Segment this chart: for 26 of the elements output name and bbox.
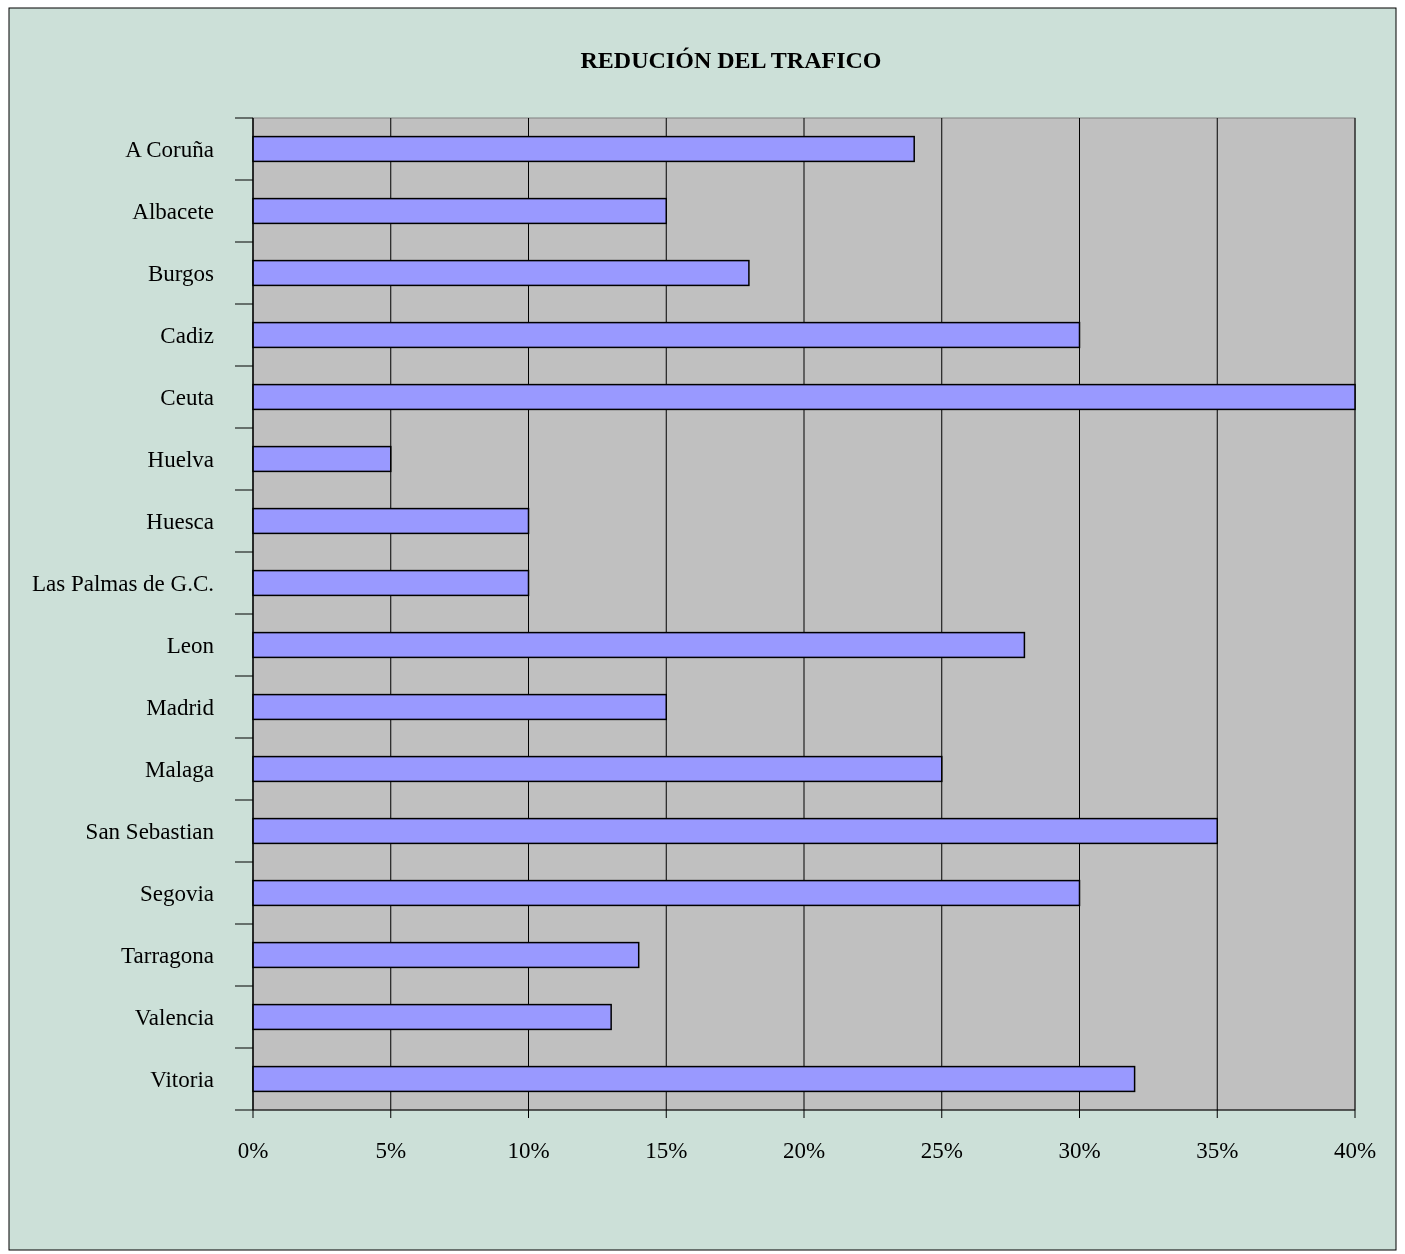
x-tick-label: 0% [237,1138,269,1163]
y-tick-label: Tarragona [121,943,214,969]
x-tick-label: 30% [1058,1138,1101,1163]
y-tick-label: Cadiz [160,323,214,349]
x-tick-label: 10% [507,1138,550,1163]
y-tick-label: Albacete [132,199,214,225]
x-tick-label: 35% [1196,1138,1239,1163]
y-tick-label: Burgos [147,261,215,287]
y-tick-label: Huelva [147,447,214,473]
x-tick-label: 20% [782,1138,826,1163]
y-tick-label: Malaga [145,757,214,783]
y-tick-label: Segovia [139,881,214,907]
y-tick-label: Ceuta [160,385,214,411]
x-tick-label: 25% [920,1138,963,1163]
y-tick-label: Huesca [146,509,214,535]
y-tick-label: Leon [166,633,215,659]
y-tick-label: Madrid [146,695,215,721]
y-tick-label: San Sebastian [85,819,215,845]
x-tick-label: 15% [645,1138,688,1163]
y-tick-label: Valencia [134,1005,214,1031]
chart-title: REDUCIÓN DEL TRAFICO [580,47,882,73]
y-tick-label: Vitoria [150,1067,214,1093]
y-tick-label: Las Palmas de G.C. [31,571,214,597]
y-tick-label: A Coruña [125,137,214,163]
x-tick-label: 40% [1333,1138,1377,1163]
x-tick-label: 5% [375,1138,407,1163]
